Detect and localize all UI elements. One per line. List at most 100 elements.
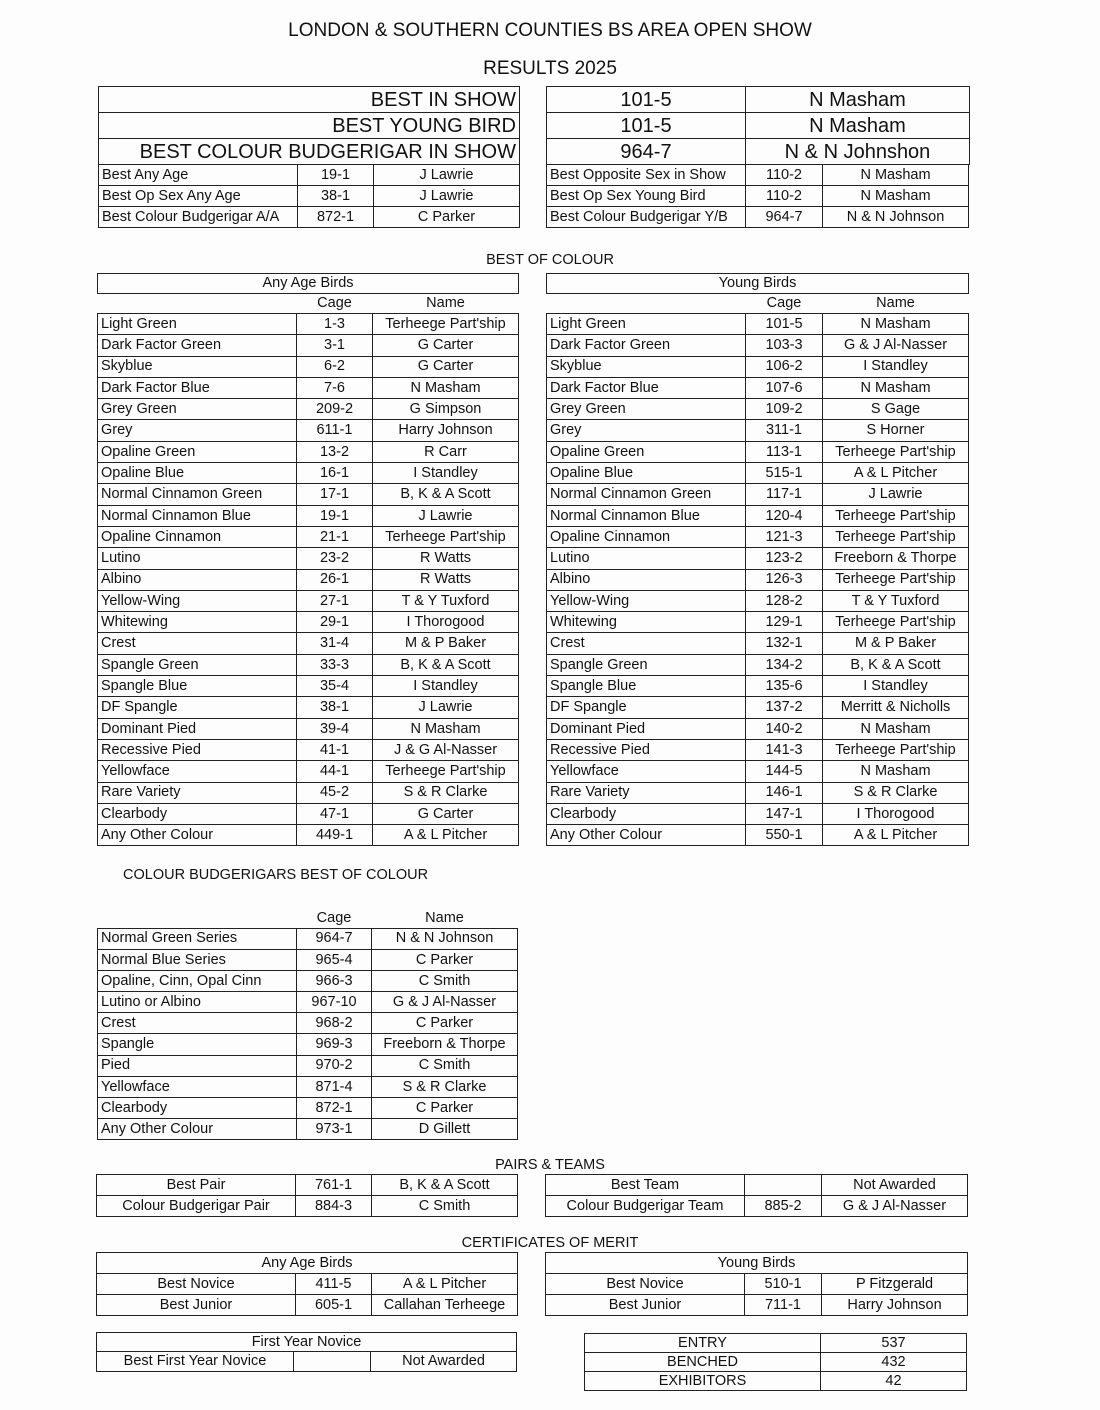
exhibitor-name: N Masham (822, 185, 969, 207)
row-label: Grey (97, 419, 297, 442)
cage-number: 605-1 (295, 1294, 372, 1316)
table-row: Yellowface 144-5 N Masham (546, 760, 970, 783)
exhibitor-name: C Smith (371, 1054, 518, 1077)
table-row: Best Op Sex Young Bird 110-2 N Masham (546, 185, 969, 207)
exhibitor-name: B, K & A Scott (371, 483, 520, 506)
exhibitor-name: N & N Johnson (822, 206, 969, 228)
row-label: Any Other Colour (546, 824, 746, 847)
table-row: Best Team Not Awarded (545, 1174, 968, 1196)
page-title: LONDON & SOUTHERN COUNTIES BS AREA OPEN … (288, 20, 812, 41)
exhibitor-name: Terheege Part'ship (821, 568, 970, 591)
row-label: Any Other Colour (97, 1118, 297, 1141)
exhibitor-name: J Lawrie (371, 504, 520, 527)
cage-number: 411-5 (295, 1273, 372, 1295)
exhibitor-name: I Thorogood (821, 802, 970, 826)
cage-number: 871-4 (296, 1075, 372, 1099)
cage-number: 123-2 (745, 547, 823, 570)
row-label: Rare Variety (546, 781, 746, 804)
table-row: Dominant Pied 140-2 N Masham (546, 717, 970, 740)
award-label: BEST YOUNG BIRD (98, 112, 520, 139)
exhibitor-name: G & J Al-Nasser (371, 991, 518, 1014)
row-label: Normal Cinnamon Blue (546, 504, 746, 527)
cage-number: 120-4 (745, 504, 823, 527)
table-row: Opaline Cinnamon 121-3 Terheege Part'ship (546, 525, 970, 549)
row-label: Yellow-Wing (97, 589, 297, 613)
row-label: Opaline, Cinn, Opal Cinn (97, 969, 297, 993)
cage-number: 611-1 (296, 419, 373, 442)
cage-number: 27-1 (296, 589, 373, 613)
table-row: Normal Cinnamon Blue 19-1 J Lawrie (97, 504, 520, 527)
exhibitor-name: Terheege Part'ship (821, 738, 970, 762)
cage-number: 3-1 (296, 334, 373, 357)
cage-number: 964-7 (745, 206, 823, 228)
pairs-teams-heading: PAIRS & TEAMS (495, 1157, 605, 1173)
table-row: Opaline Blue 515-1 A & L Pitcher (546, 462, 970, 485)
exhibitor-name: B, K & A Scott (371, 1174, 518, 1196)
table-row: Colour Budgerigar Team 885-2 G & J Al-Nass… (545, 1195, 968, 1217)
row-label: Best Novice (96, 1273, 296, 1295)
row-label: Best Colour Budgerigar Y/B (546, 206, 746, 228)
exhibitor-name: Terheege Part'ship (821, 611, 970, 634)
column-header-row: Cage Name (97, 293, 519, 314)
table-row: DF Spangle 38-1 J Lawrie (97, 696, 520, 719)
cage-number: 884-3 (295, 1195, 372, 1217)
blank-header (546, 293, 746, 314)
row-label: Spangle Green (97, 653, 297, 677)
exhibitor-name: J Lawrie (371, 696, 520, 719)
table-row: 101-5 N Masham (546, 86, 970, 113)
row-label: DF Spangle (546, 696, 746, 719)
entry-stats-table: ENTRY 537 BENCHED 432 EXHIBITORS 42 (584, 1333, 967, 1391)
row-label: Lutino (97, 547, 297, 570)
best-of-colour-any-age-table: Any Age Birds Cage Name Light Green 1-3 Terhe… (96, 273, 520, 847)
cage-number: 449-1 (296, 824, 373, 847)
exhibitor-name: M & P Baker (821, 632, 970, 655)
table-row: Whitewing 29-1 I Thorogood (97, 611, 520, 634)
table-row: Dark Factor Blue 107-6 N Masham (546, 376, 970, 400)
row-label: Normal Green Series (97, 927, 297, 950)
row-label: Recessive Pied (546, 738, 746, 762)
exhibitor-name: Not Awarded (369, 1351, 518, 1372)
table-row: Grey 611-1 Harry Johnson (97, 419, 520, 442)
row-label: Dominant Pied (97, 717, 297, 740)
row-label: Clearbody (97, 1096, 297, 1120)
table-row: Light Green 101-5 N Masham (546, 312, 970, 336)
exhibitor-name: Freeborn & Thorpe (821, 547, 970, 570)
cage-number: 872-1 (296, 1096, 372, 1120)
table-row: Albino 126-3 Terheege Part'ship (546, 568, 970, 591)
table-row: Normal Green Series 964-7 N & N Johnson (97, 927, 518, 950)
cage-number: 311-1 (745, 419, 823, 442)
exhibitor-name: I Standley (371, 462, 520, 485)
exhibitor-name: I Standley (371, 675, 520, 698)
cage-number: 147-1 (745, 802, 823, 826)
row-label: Best Team (545, 1174, 745, 1196)
row-label: Normal Cinnamon Blue (97, 504, 297, 527)
row-label: Best Junior (545, 1294, 745, 1316)
exhibitor-name: G Carter (371, 802, 520, 826)
table-title-row: Any Age Birds (96, 273, 520, 294)
row-label: Opaline Green (97, 440, 297, 464)
table-row: Normal Cinnamon Green 17-1 B, K & A Scott (97, 483, 520, 506)
cage-number: 144-5 (745, 760, 823, 783)
table-row: Dark Factor Green 3-1 G Carter (97, 334, 520, 357)
exhibitor-name: Merritt & Nicholls (821, 696, 970, 719)
row-label: Normal Cinnamon Green (97, 483, 297, 506)
exhibitor-name: R Carr (371, 440, 520, 464)
cage-number: 23-2 (296, 547, 373, 570)
cage-header: Cage (745, 293, 823, 314)
exhibitor-name: I Standley (821, 675, 970, 698)
exhibitor-name: R Watts (371, 547, 520, 570)
cage-number: 31-4 (296, 632, 373, 655)
cage-number: 885-2 (744, 1195, 822, 1217)
table-row: Any Other Colour 449-1 A & L Pitcher (97, 824, 520, 847)
table-title: Young Birds (545, 273, 970, 294)
table-row: Normal Cinnamon Blue 120-4 Terheege Part's… (546, 504, 970, 527)
exhibitor-name: T & Y Tuxford (821, 589, 970, 613)
row-label: Dominant Pied (546, 717, 746, 740)
cage-number: 103-3 (745, 334, 823, 357)
table-row: Rare Variety 146-1 S & R Clarke (546, 781, 970, 804)
certificates-heading: CERTIFICATES OF MERIT (461, 1235, 639, 1251)
cage-number: 134-2 (745, 653, 823, 677)
table-row: Normal Cinnamon Green 117-1 J Lawrie (546, 483, 970, 506)
cage-number: 872-1 (297, 206, 374, 228)
